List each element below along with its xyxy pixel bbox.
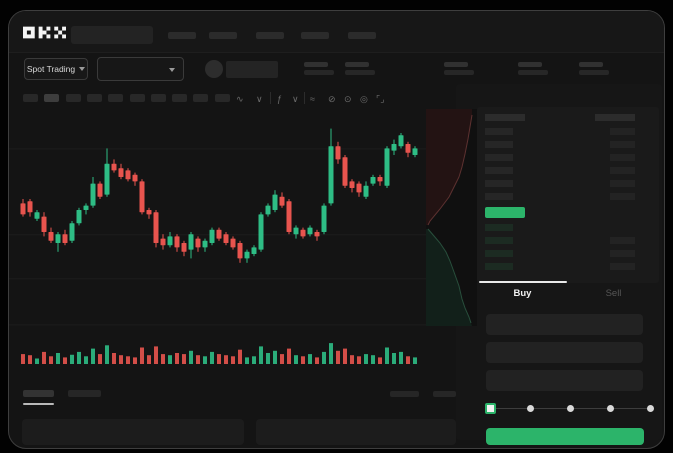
fullscreen-icon[interactable]: ⌜⌟ xyxy=(376,94,385,104)
interval-button-skeleton[interactable] xyxy=(108,94,124,102)
interval-button-skeleton[interactable] xyxy=(23,94,38,102)
bid-row-amount-skeleton[interactable] xyxy=(610,250,635,257)
overlay-icon[interactable]: ≈ xyxy=(310,94,315,104)
ask-row-price-skeleton[interactable] xyxy=(485,154,513,161)
pair-logo-avatar[interactable] xyxy=(205,60,223,78)
trade-input-skeleton[interactable] xyxy=(486,342,643,363)
bottom-action-skeleton[interactable] xyxy=(433,391,456,397)
ask-row-price-skeleton[interactable] xyxy=(485,180,513,187)
tab-buy[interactable]: Buy xyxy=(513,288,532,299)
bottom-panel-left[interactable] xyxy=(22,419,244,445)
ask-row-amount-skeleton[interactable] xyxy=(610,193,635,200)
market-type-label: Spot Trading xyxy=(26,64,76,74)
bid-row-price-skeleton[interactable] xyxy=(485,250,513,257)
trade-input-skeleton[interactable] xyxy=(486,370,643,391)
chevron-down-icon[interactable]: ∨ xyxy=(256,94,263,104)
last-price-highlight[interactable] xyxy=(485,207,525,218)
stat-label-skeleton xyxy=(518,62,542,67)
depth-chart[interactable] xyxy=(426,109,477,326)
stat-label-skeleton xyxy=(444,62,468,67)
amount-slider-handle[interactable] xyxy=(485,403,496,414)
candlestick-chart[interactable] xyxy=(9,11,456,449)
tag-icon[interactable]: ⊘ xyxy=(328,94,336,104)
interval-button-skeleton[interactable] xyxy=(172,94,188,102)
book-header-right-skeleton xyxy=(595,114,635,121)
slider-stop-dot[interactable] xyxy=(567,405,574,412)
ask-row-price-skeleton[interactable] xyxy=(485,128,513,135)
bottom-tab-skeleton[interactable] xyxy=(68,390,101,397)
indicators-icon[interactable]: ƒ xyxy=(277,94,283,104)
stat-value-skeleton xyxy=(518,70,548,75)
bottom-active-tab-underline xyxy=(23,403,54,405)
ask-row-amount-skeleton[interactable] xyxy=(610,128,635,135)
slider-stop-dot[interactable] xyxy=(647,405,654,412)
ask-row-price-skeleton[interactable] xyxy=(485,141,513,148)
app-window: Spot Trading ∿ ∨ ƒ ∨ ≈ ⊘ ⊙ ◎ ⌜⌟ xyxy=(8,10,665,449)
bottom-tab-skeleton[interactable] xyxy=(23,390,54,397)
stat-value-skeleton xyxy=(444,70,474,75)
trade-input-skeleton[interactable] xyxy=(486,314,643,335)
stat-value-skeleton xyxy=(345,70,375,75)
interval-button-skeleton[interactable] xyxy=(65,94,81,102)
ask-row-price-skeleton[interactable] xyxy=(485,193,513,200)
ask-row-amount-skeleton[interactable] xyxy=(610,180,635,187)
market-type-selector[interactable]: Spot Trading xyxy=(24,58,88,80)
bid-row-price-skeleton[interactable] xyxy=(485,224,513,231)
snapshot-icon[interactable]: ⊙ xyxy=(344,94,352,104)
ask-row-amount-skeleton[interactable] xyxy=(610,141,635,148)
ask-row-amount-skeleton[interactable] xyxy=(610,154,635,161)
ask-row-price-skeleton[interactable] xyxy=(485,167,513,174)
stat-label-skeleton xyxy=(579,62,603,67)
bid-row-price-skeleton[interactable] xyxy=(485,237,513,244)
slider-stop-dot[interactable] xyxy=(527,405,534,412)
global-search-skeleton[interactable] xyxy=(71,26,153,44)
nav-item-skeleton[interactable] xyxy=(168,32,196,39)
ask-row-amount-skeleton[interactable] xyxy=(610,167,635,174)
interval-button-skeleton[interactable] xyxy=(129,94,145,102)
bid-row-price-skeleton[interactable] xyxy=(485,263,513,270)
stat-label-skeleton xyxy=(304,62,328,67)
slider-stop-dot[interactable] xyxy=(607,405,614,412)
chevron-down-icon xyxy=(79,67,86,71)
toolbar-divider xyxy=(270,92,271,104)
nav-item-skeleton[interactable] xyxy=(348,32,376,39)
interval-button-skeleton[interactable] xyxy=(44,94,60,102)
nav-item-skeleton[interactable] xyxy=(301,32,329,39)
chevron-down-icon xyxy=(169,68,175,72)
bid-row-amount-skeleton[interactable] xyxy=(610,263,635,270)
stat-value-skeleton xyxy=(579,70,609,75)
tab-sell[interactable]: Sell xyxy=(605,288,622,299)
line-tool-icon[interactable]: ∿ xyxy=(236,94,244,104)
interval-button-skeleton[interactable] xyxy=(193,94,209,102)
top-navbar xyxy=(9,11,664,53)
stat-label-skeleton xyxy=(345,62,369,67)
nav-item-skeleton[interactable] xyxy=(256,32,284,39)
interval-button-skeleton[interactable] xyxy=(150,94,166,102)
interval-button-skeleton[interactable] xyxy=(214,94,230,102)
chevron-down-icon[interactable]: ∨ xyxy=(292,94,299,104)
toolbar-divider xyxy=(304,92,305,104)
bid-row-amount-skeleton[interactable] xyxy=(610,237,635,244)
nav-item-skeleton[interactable] xyxy=(209,32,237,39)
okx-logo[interactable] xyxy=(23,26,66,39)
bottom-panel-right[interactable] xyxy=(256,419,456,445)
stat-value-skeleton xyxy=(304,70,334,75)
buy-submit-button[interactable] xyxy=(486,428,644,445)
pair-name-skeleton xyxy=(226,61,278,78)
pair-selector[interactable] xyxy=(97,57,184,81)
book-header-left-skeleton xyxy=(485,114,525,121)
active-tab-indicator xyxy=(479,281,567,283)
bottom-action-skeleton[interactable] xyxy=(390,391,419,397)
interval-button-skeleton[interactable] xyxy=(86,94,102,102)
settings-icon[interactable]: ◎ xyxy=(360,94,368,104)
